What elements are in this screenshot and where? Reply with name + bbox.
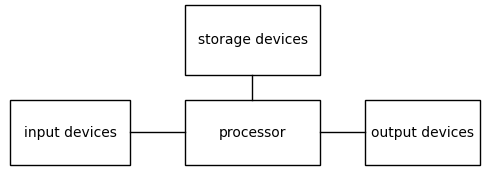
Text: output devices: output devices <box>371 126 474 139</box>
Text: processor: processor <box>219 126 286 139</box>
Bar <box>10 100 130 165</box>
Bar <box>185 100 320 165</box>
Bar <box>185 5 320 75</box>
Text: input devices: input devices <box>24 126 117 139</box>
Text: storage devices: storage devices <box>197 33 308 47</box>
Bar <box>365 100 480 165</box>
